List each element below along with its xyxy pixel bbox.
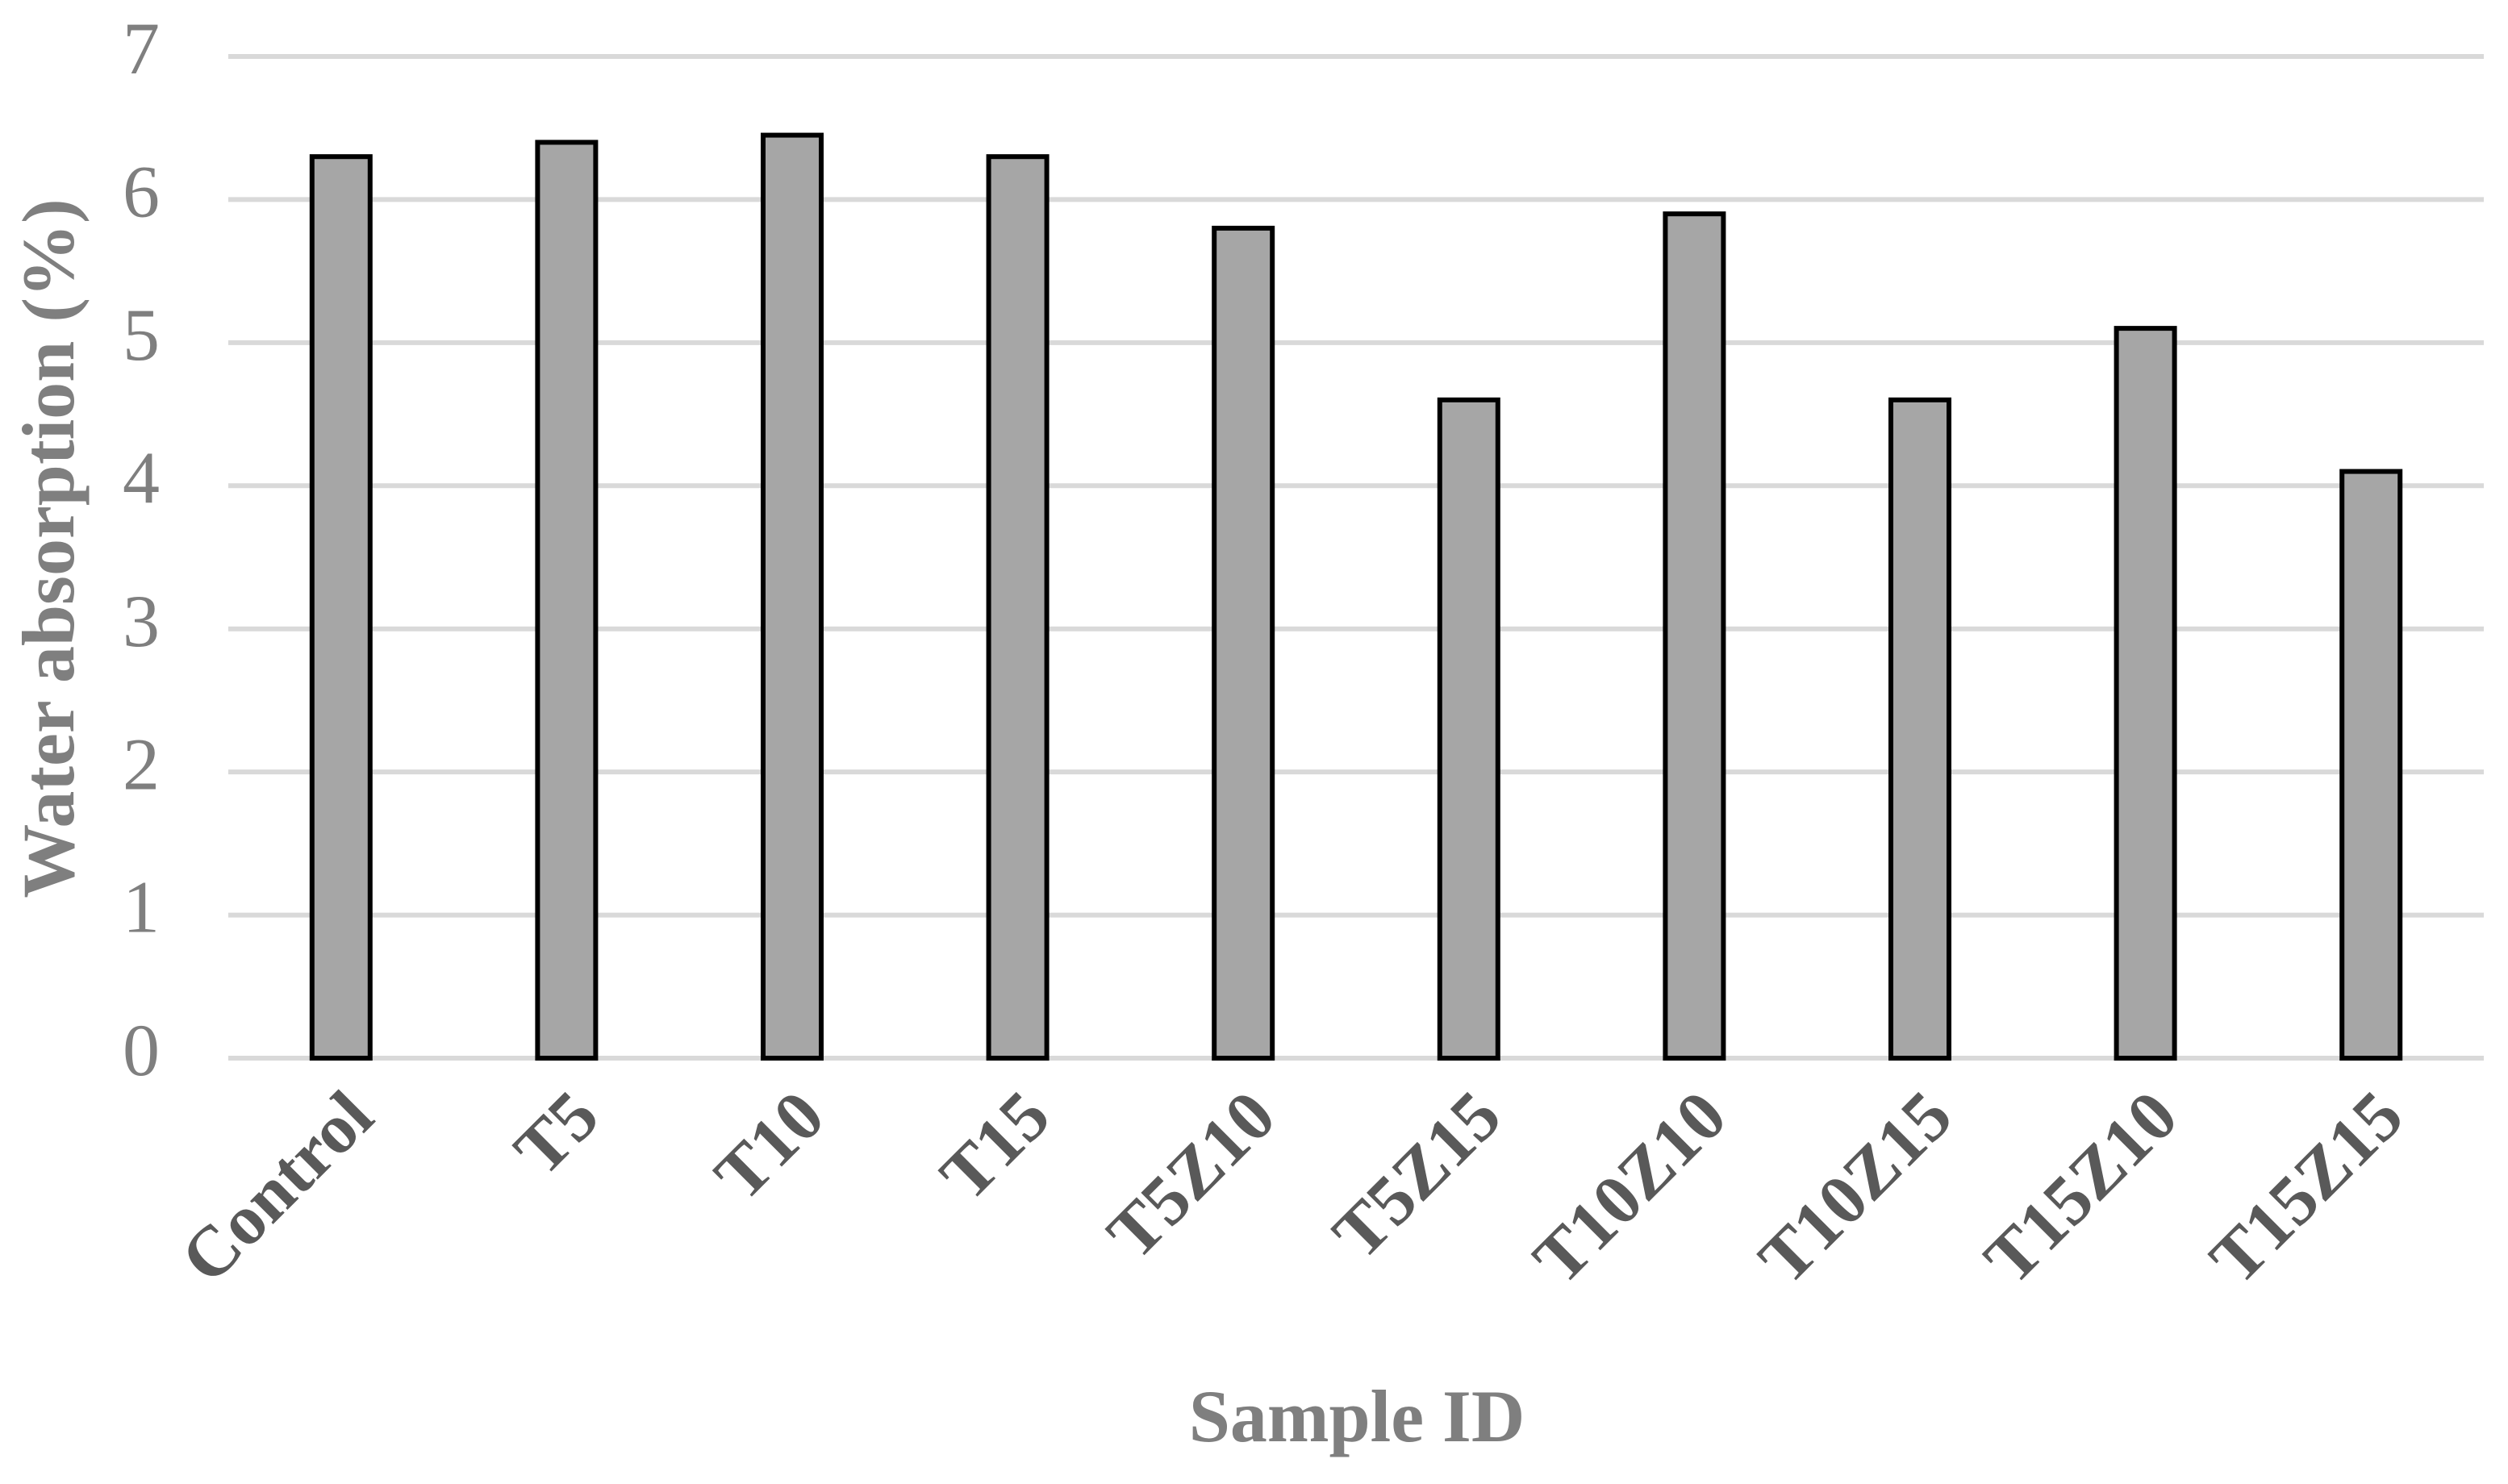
bar [1663,211,1726,1061]
bar [1437,397,1500,1061]
bar [309,154,373,1061]
x-tick-label: T5Z10 [1093,1077,1291,1274]
bar [2339,469,2403,1061]
x-tick-label: Control [166,1077,388,1298]
x-tick-label: T10Z15 [1744,1077,1967,1299]
y-axis-title: Water absorption (%) [7,198,90,898]
y-tick-label: 0 [123,1009,160,1091]
x-tick-label: T5Z15 [1318,1077,1516,1274]
y-tick-label: 4 [123,436,160,519]
x-tick-label: T15 [926,1077,1065,1215]
bar [1888,397,1951,1061]
bar [2114,326,2177,1061]
bar [986,154,1050,1061]
x-tick-label: T5 [500,1077,614,1190]
y-tick-label: 1 [123,866,160,948]
x-tick-label: T15Z10 [1970,1077,2193,1299]
x-tick-label: T10 [700,1077,839,1215]
y-tick-label: 7 [123,7,160,90]
y-tick-label: 3 [123,580,160,662]
bar [761,132,824,1061]
bar [535,140,599,1061]
x-tick-label: T15Z15 [2196,1077,2418,1299]
bar [1212,225,1275,1061]
y-tick-label: 6 [123,151,160,233]
y-tick-label: 2 [123,723,160,805]
x-tick-label: T10Z10 [1519,1077,1742,1299]
y-tick-label: 5 [123,294,160,376]
x-axis-title: Sample ID [1189,1375,1525,1457]
